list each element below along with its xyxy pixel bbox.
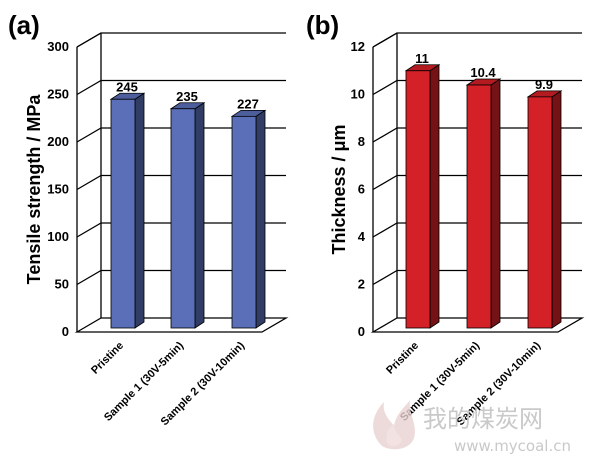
gridline bbox=[76, 79, 286, 96]
data-label: 235 bbox=[176, 89, 198, 104]
data-label: 245 bbox=[116, 79, 138, 94]
y-tick-label: 6 bbox=[358, 182, 365, 197]
y-tick-label: 8 bbox=[358, 134, 365, 149]
gridline bbox=[372, 32, 582, 48]
watermark-site-name: 我的煤炭网 bbox=[423, 405, 543, 433]
y-tick-label: 300 bbox=[47, 39, 69, 54]
gridline bbox=[76, 269, 286, 286]
data-label: 10.4 bbox=[470, 65, 496, 80]
watermark: 我的煤炭网 www.mycoal.cn bbox=[373, 400, 571, 455]
y-tick-label: 0 bbox=[358, 324, 365, 339]
y-tick-label: 10 bbox=[351, 87, 365, 102]
bar-front bbox=[466, 84, 492, 329]
y-axis-title: Thickness / μm bbox=[329, 124, 349, 254]
bar-side bbox=[429, 64, 440, 329]
data-label: 9.9 bbox=[535, 77, 553, 92]
y-tick-label: 150 bbox=[47, 182, 69, 197]
bar bbox=[404, 64, 441, 329]
y-tick-label: 4 bbox=[358, 229, 366, 244]
gridline bbox=[76, 127, 286, 143]
bar-side bbox=[255, 109, 266, 329]
flame-logo-icon bbox=[373, 400, 415, 450]
panel-label: (b) bbox=[306, 10, 339, 40]
y-tick-label: 12 bbox=[351, 39, 365, 54]
y-tick-label: 100 bbox=[47, 229, 69, 244]
gridline bbox=[372, 127, 582, 143]
bar-side bbox=[134, 92, 145, 329]
gridline bbox=[372, 174, 582, 191]
bar-side bbox=[194, 102, 205, 329]
bar bbox=[230, 109, 267, 329]
y-tick-label: 250 bbox=[47, 87, 69, 102]
bar bbox=[169, 102, 206, 329]
gridline bbox=[76, 174, 286, 191]
y-tick-label: 0 bbox=[62, 324, 69, 339]
data-label: 227 bbox=[237, 96, 259, 111]
gridline bbox=[76, 222, 286, 238]
bar-side bbox=[551, 90, 562, 329]
bar-front bbox=[527, 96, 553, 329]
bar-front bbox=[110, 98, 136, 329]
y-tick-label: 50 bbox=[55, 277, 69, 292]
bar bbox=[465, 78, 502, 329]
y-axis-title: Tensile strength / MPa bbox=[24, 94, 44, 285]
category-label: Pristine bbox=[384, 340, 421, 377]
chart-panel-a: (a)050100150200250300245235227PristineSa… bbox=[8, 10, 289, 428]
y-tick-label: 2 bbox=[358, 277, 365, 292]
category-label: Pristine bbox=[89, 340, 126, 377]
data-label: 11 bbox=[415, 51, 429, 66]
panel-label: (a) bbox=[8, 10, 40, 40]
bar bbox=[526, 90, 563, 329]
gridline bbox=[76, 32, 286, 48]
gridline bbox=[372, 222, 582, 238]
gridline bbox=[372, 269, 582, 286]
bar-front bbox=[170, 108, 196, 329]
bar-front bbox=[231, 115, 257, 329]
y-tick-label: 200 bbox=[47, 134, 69, 149]
bar-front bbox=[405, 70, 431, 329]
gridline bbox=[372, 79, 582, 96]
bar bbox=[109, 92, 146, 329]
bar-side bbox=[490, 78, 501, 329]
watermark-url: www.mycoal.cn bbox=[454, 437, 571, 455]
